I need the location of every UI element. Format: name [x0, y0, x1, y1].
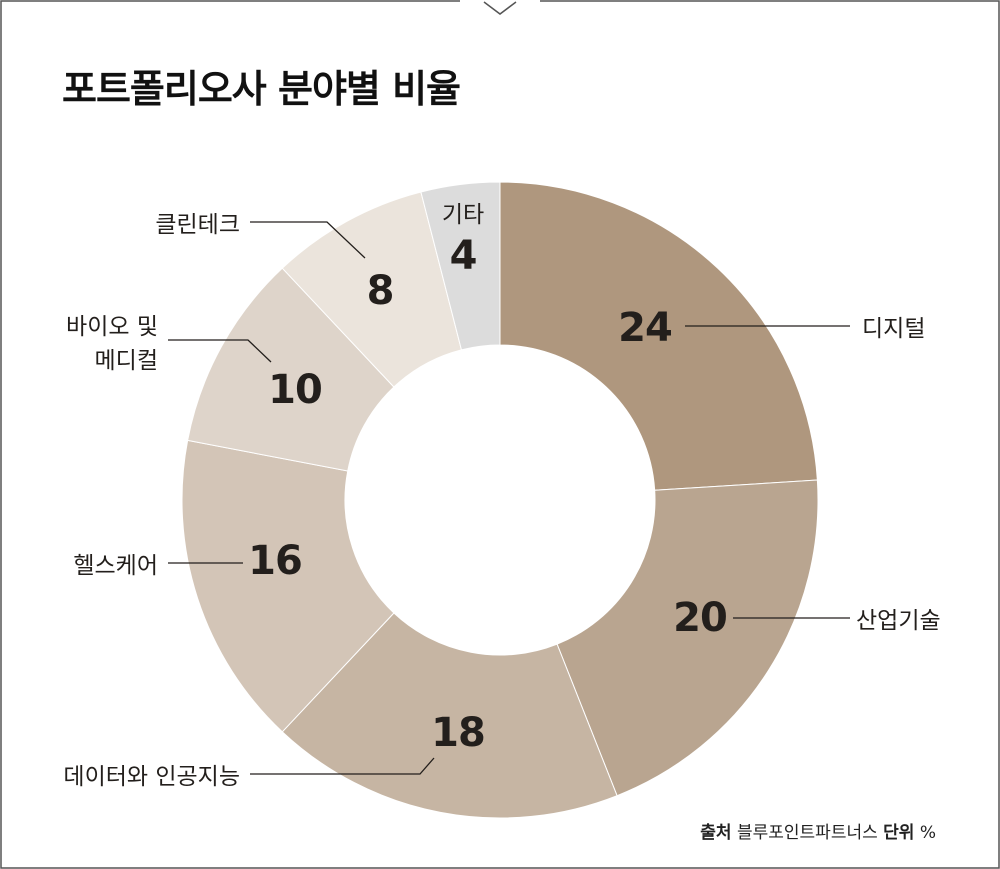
- slice-3: [181, 439, 395, 733]
- slice-label-2: 데이터와 인공지능: [63, 764, 240, 790]
- slice-value-1: 20: [673, 595, 727, 641]
- slice-label-3: 헬스케어: [73, 553, 158, 579]
- leader-line-5: [250, 221, 366, 259]
- slice-2: [281, 612, 618, 819]
- slice-0: [499, 181, 818, 491]
- slice-label-0: 디지털: [862, 316, 925, 342]
- slice-1: [556, 479, 819, 797]
- slice-value-0: 24: [618, 305, 672, 351]
- unit-value: %: [919, 823, 936, 843]
- slice-value-4: 10: [268, 367, 322, 413]
- slice-label-4-1: 메디컬: [95, 348, 158, 374]
- leader-line-4: [168, 339, 272, 363]
- slice-value-3: 16: [248, 538, 302, 584]
- slice-label-4-0: 바이오 및: [66, 314, 158, 340]
- slice-value-6: 4: [450, 233, 477, 279]
- slice-label-6: 기타: [442, 202, 484, 228]
- unit-label: 단위: [883, 823, 915, 843]
- slice-label-1: 산업기술: [856, 608, 941, 634]
- leader-line-2: [250, 757, 435, 775]
- slice-value-2: 18: [431, 710, 485, 756]
- slice-6: [420, 181, 501, 351]
- source-note: 출처 블루포인트파트너스 단위 %: [700, 818, 936, 843]
- slice-label-5: 클린테크: [155, 212, 240, 238]
- source-value: 블루포인트파트너스: [736, 823, 878, 843]
- chart-title: 포트폴리오사 분야별 비율: [62, 67, 461, 111]
- source-label: 출처: [700, 823, 732, 843]
- slice-value-5: 8: [367, 268, 394, 314]
